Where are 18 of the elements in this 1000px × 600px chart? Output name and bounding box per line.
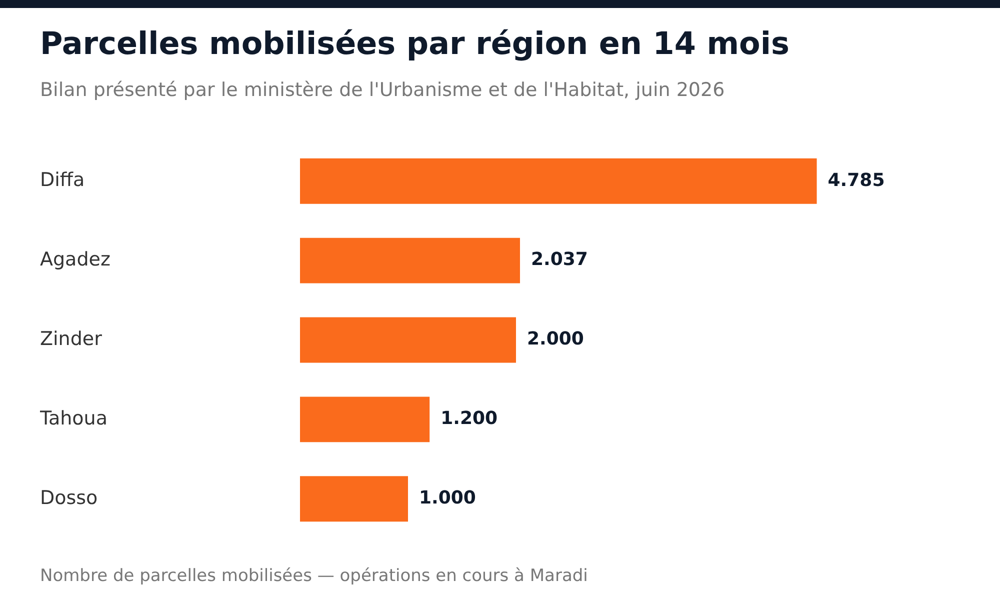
chart-title: Parcelles mobilisées par région en 14 mois xyxy=(40,26,790,62)
data-label: 2.037 xyxy=(530,249,588,270)
y-tick-label: Diffa xyxy=(40,169,85,192)
y-tick-label: Zinder xyxy=(40,328,102,350)
data-label: 4.785 xyxy=(828,170,885,191)
y-tick-label: Agadez xyxy=(40,248,110,270)
data-label: 1.200 xyxy=(440,408,498,430)
chart-subtitle: Bilan présenté par le ministère de l'Urbanisme et de l'Habitat, juin 2026 xyxy=(40,79,725,101)
data-label: 2.000 xyxy=(527,328,584,350)
bar xyxy=(300,396,430,442)
y-tick-label: Dosso xyxy=(40,486,98,509)
data-label: 1.000 xyxy=(419,488,476,509)
bar xyxy=(300,158,817,204)
bar xyxy=(300,317,516,363)
bar xyxy=(300,238,520,284)
y-tick-label: Tahoua xyxy=(39,407,108,430)
text: Nombre de parcelles mobilisées — opérations en cours à Maradi xyxy=(40,566,588,586)
bar xyxy=(300,476,408,522)
